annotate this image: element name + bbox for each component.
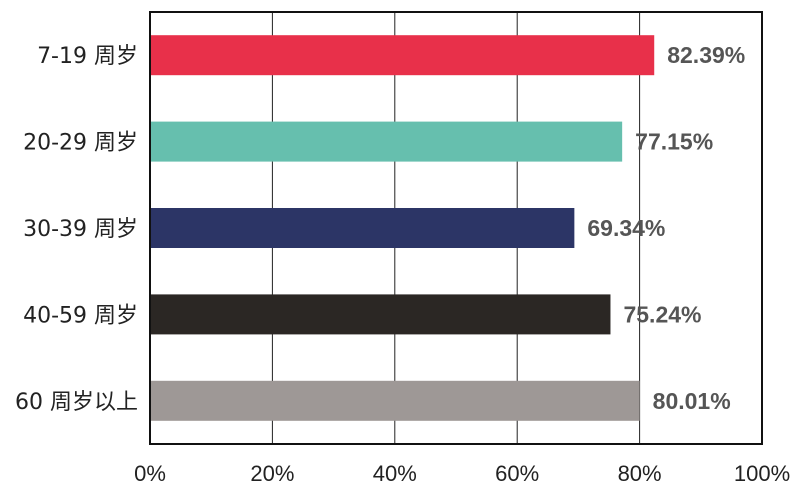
category-label: 30-39 周岁 xyxy=(23,217,138,242)
value-label: 77.15% xyxy=(635,129,713,155)
value-label: 69.34% xyxy=(587,215,665,241)
bar xyxy=(150,380,640,421)
x-tick-label: 0% xyxy=(134,461,166,486)
value-labels: 82.39% 77.15% 69.34% 75.24% 80.01% xyxy=(587,42,745,414)
category-labels: 7-19 周岁 20-29 周岁 30-39 周岁 40-59 周岁 60 周岁以上 xyxy=(15,44,138,415)
axes xyxy=(149,11,763,445)
bars xyxy=(150,35,655,421)
x-tick-label: 20% xyxy=(250,461,294,486)
x-tick-label: 60% xyxy=(495,461,539,486)
x-tick-label: 80% xyxy=(618,461,662,486)
bar xyxy=(150,208,575,248)
bar xyxy=(150,294,611,335)
bar xyxy=(150,35,655,76)
category-label: 40-59 周岁 xyxy=(23,303,138,328)
value-label: 80.01% xyxy=(653,388,731,414)
x-tick-label: 100% xyxy=(734,461,790,486)
category-label: 60 周岁以上 xyxy=(15,390,138,415)
plot-frame xyxy=(149,11,763,445)
x-tick-label: 40% xyxy=(373,461,417,486)
value-label: 82.39% xyxy=(667,42,745,68)
x-tick-labels: 0% 20% 40% 60% 80% 100% xyxy=(134,461,790,486)
category-label: 20-29 周岁 xyxy=(23,131,138,156)
category-label: 7-19 周岁 xyxy=(37,44,138,69)
bar xyxy=(150,121,623,162)
value-label: 75.24% xyxy=(623,301,701,327)
